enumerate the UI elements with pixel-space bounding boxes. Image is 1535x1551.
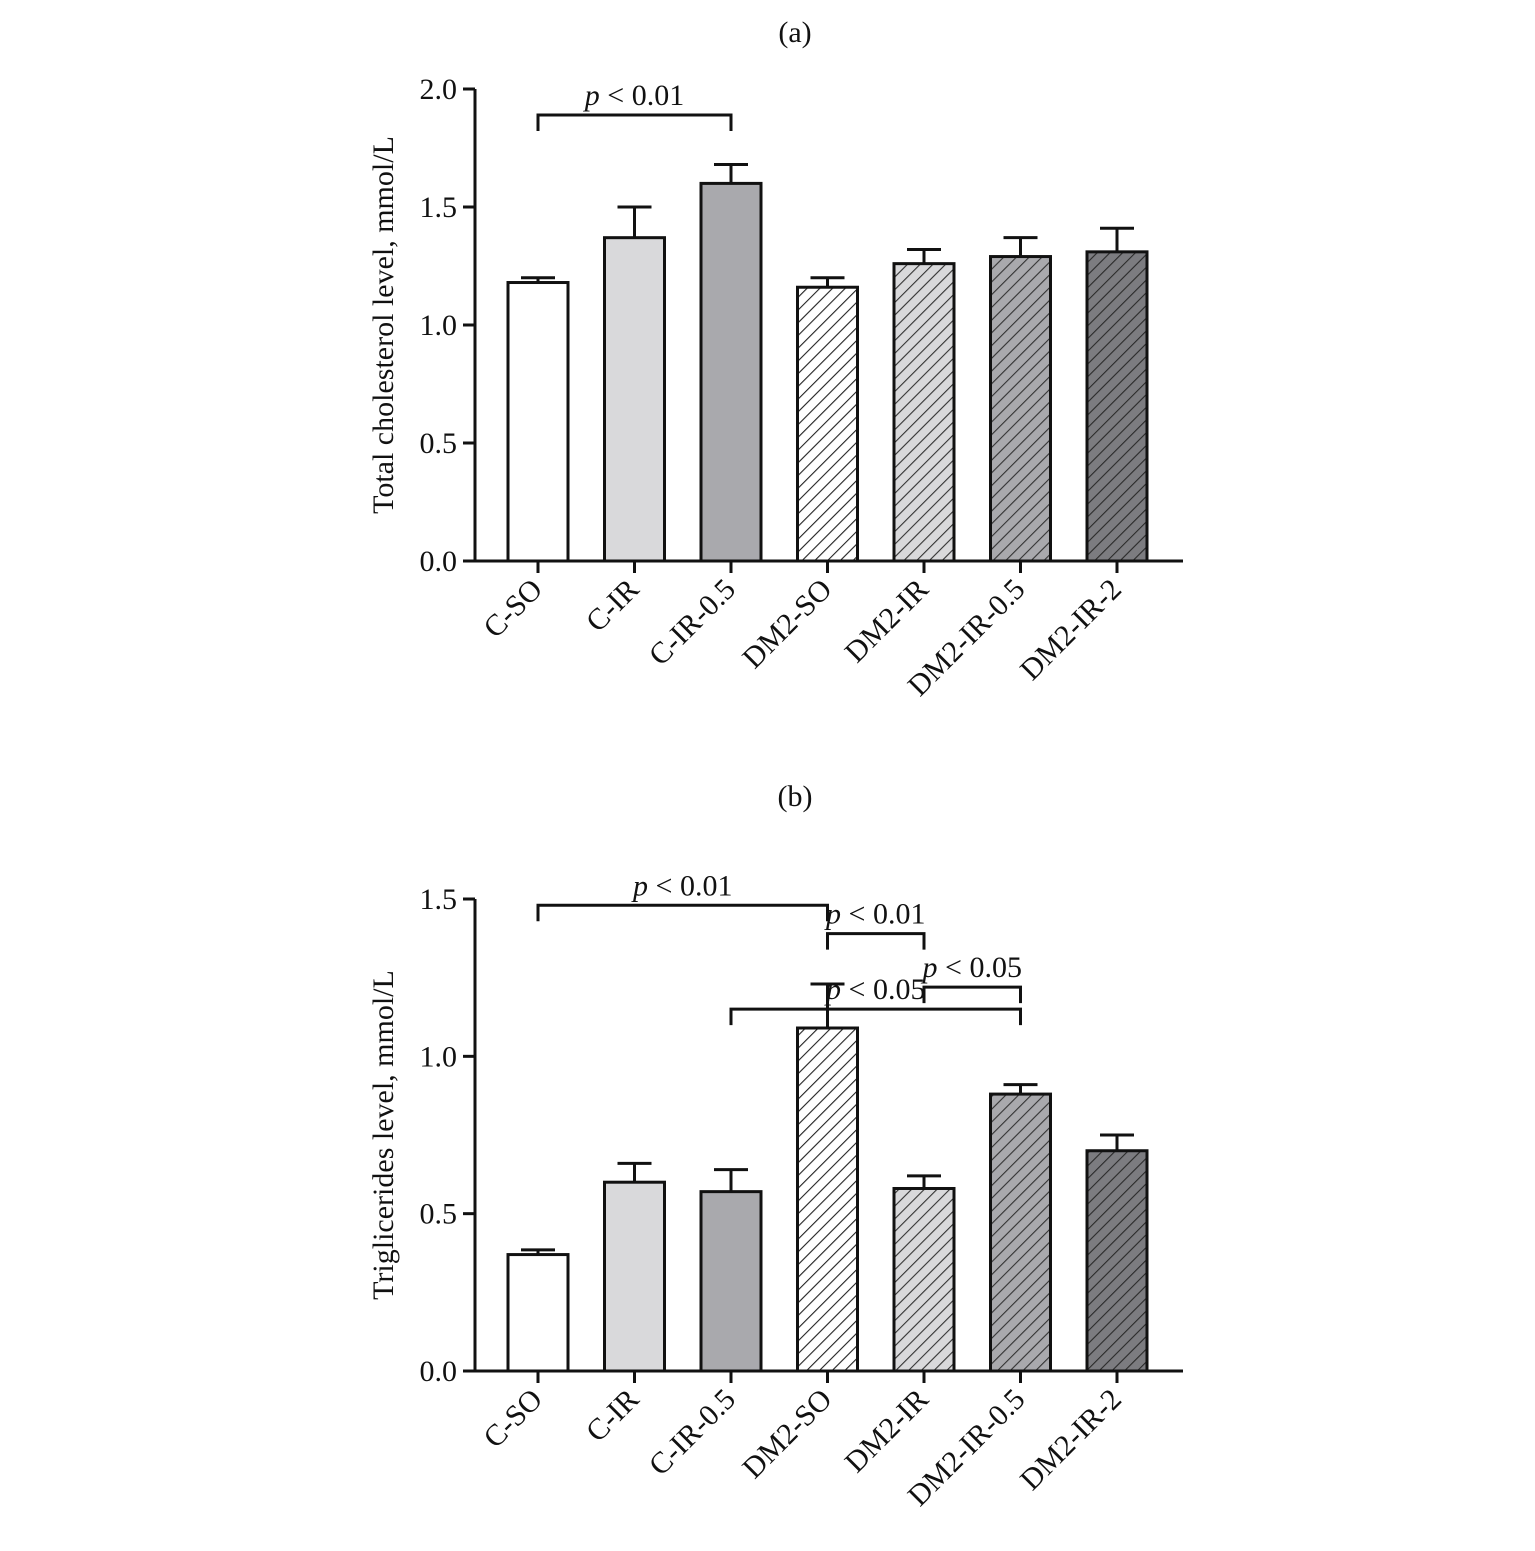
significance-bracket	[536, 903, 829, 922]
y-tick-label: 0.5	[420, 427, 458, 460]
significance-bracket	[922, 985, 1022, 1004]
p-symbol: p	[631, 869, 648, 902]
bar	[892, 262, 956, 563]
y-axis-title: Total cholesterol level, mmol/L	[367, 136, 400, 514]
bar	[796, 285, 859, 563]
significance-label: p < 0.01	[631, 869, 732, 902]
x-tick-label: C-IR	[580, 1383, 646, 1449]
significance-label: p < 0.05	[921, 951, 1022, 984]
significance-bracket	[729, 1007, 1022, 1026]
x-tick-label: DM2-SO	[736, 573, 838, 675]
x-tick-label: C-SO	[477, 573, 549, 645]
x-tick-label: C-IR-0.5	[643, 1383, 742, 1482]
panel-label: (a)	[778, 16, 811, 49]
bar	[699, 181, 763, 563]
bar	[699, 1190, 763, 1373]
bar	[892, 1186, 956, 1373]
p-symbol: p	[824, 898, 841, 931]
y-tick-label: 2.0	[420, 73, 458, 106]
bar	[603, 1180, 666, 1373]
significance-label: p < 0.01	[824, 898, 925, 931]
significance-label: p < 0.01	[583, 79, 684, 112]
x-tick-label: C-IR-0.5	[643, 573, 742, 672]
p-symbol: p	[921, 951, 938, 984]
bar	[989, 255, 1052, 563]
p-symbol: p	[583, 79, 600, 112]
x-tick-label: C-SO	[477, 1383, 549, 1455]
cholesterol-chart-panel: (a) Total cholesterol level, mmol/L 0.0 0.5…	[367, 16, 1183, 703]
y-tick-label: 0.0	[420, 1355, 458, 1388]
y-tick-label: 1.5	[420, 883, 458, 916]
p-value: < 0.01	[841, 898, 925, 931]
significance-bracket	[536, 113, 733, 131]
y-tick-label: 0.5	[420, 1198, 458, 1231]
bar	[1085, 1149, 1149, 1373]
x-tick-label: DM2-IR-2	[1014, 573, 1128, 687]
bar	[1085, 250, 1149, 563]
bar	[506, 1253, 570, 1373]
p-value: < 0.05	[938, 951, 1022, 984]
p-value: < 0.05	[841, 973, 925, 1006]
significance-bracket	[826, 932, 926, 950]
p-symbol: p	[824, 973, 841, 1006]
y-axis-title: Trigliceridеs level, mmol/L	[367, 970, 400, 1300]
y-tick-label: 0.0	[420, 545, 458, 578]
x-tick-label: DM2-IR	[839, 1383, 935, 1479]
bar	[506, 281, 570, 563]
x-tick-label: C-IR	[580, 573, 646, 639]
triglycerides-chart-panel: (b) Trigliceridеs level, mmol/L 0.0 0.5 1.0 1…	[367, 780, 1183, 1513]
x-tick-label: DM2-IR-2	[1014, 1383, 1128, 1497]
bar	[796, 1026, 859, 1373]
y-tick-label: 1.0	[420, 309, 458, 342]
panel-label: (b)	[778, 780, 813, 813]
y-tick-label: 1.0	[420, 1040, 458, 1073]
bar	[603, 236, 666, 563]
y-tick-label: 1.5	[420, 191, 458, 224]
significance-label: p < 0.05	[824, 973, 925, 1006]
x-tick-label: DM2-SO	[736, 1383, 838, 1485]
x-tick-label: DM2-IR	[839, 573, 935, 669]
p-value: < 0.01	[648, 869, 732, 902]
bar	[989, 1092, 1052, 1373]
p-value: < 0.01	[600, 79, 684, 112]
